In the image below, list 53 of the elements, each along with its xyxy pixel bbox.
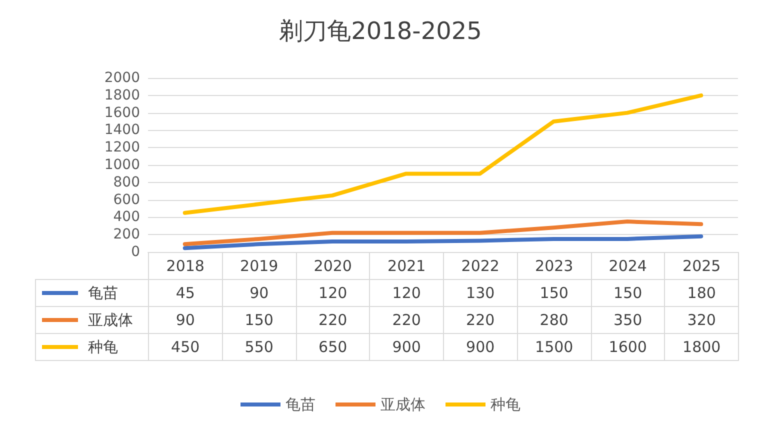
line-series bbox=[182, 93, 704, 215]
text: 亚成体 bbox=[380, 396, 426, 414]
data-label: 150 bbox=[222, 306, 296, 334]
y-tick-label: 0 bbox=[131, 244, 140, 260]
x-tick-label: 2021 bbox=[369, 252, 444, 280]
data-label: 150 bbox=[590, 279, 666, 307]
data-label: 550 bbox=[222, 333, 296, 361]
legend-label: 种龟 bbox=[88, 338, 118, 356]
data-label: 150 bbox=[516, 279, 592, 307]
legend-label: 亚成体 bbox=[88, 310, 133, 330]
x-tick-label: 2020 bbox=[296, 252, 370, 280]
y-tick-label: 600 bbox=[113, 192, 140, 208]
data-label: 1600 bbox=[590, 333, 666, 361]
data-label: 650 bbox=[296, 333, 370, 361]
data-label: 180 bbox=[664, 279, 739, 307]
y-tick-label: 1200 bbox=[104, 140, 140, 156]
y-tick-label: 200 bbox=[113, 226, 140, 243]
y-tick-label: 800 bbox=[113, 174, 140, 190]
x-tick-label: 2022 bbox=[443, 252, 518, 280]
data-label: 900 bbox=[369, 333, 444, 361]
data-label: 320 bbox=[664, 306, 739, 334]
text: 龟苗 bbox=[286, 396, 316, 414]
data-label: 1800 bbox=[664, 333, 739, 361]
data-label: 45 bbox=[148, 279, 223, 307]
legend-label: 龟苗 bbox=[88, 284, 118, 302]
chart-title: 剃刀龟2018-2025 bbox=[279, 17, 482, 45]
data-label: 1500 bbox=[516, 333, 592, 361]
data-label: 130 bbox=[443, 279, 518, 307]
line-series bbox=[182, 234, 704, 250]
data-label: 120 bbox=[296, 279, 370, 307]
line-series bbox=[182, 220, 704, 246]
x-tick-label: 2019 bbox=[222, 252, 296, 280]
data-label: 280 bbox=[516, 306, 592, 334]
y-tick-label: 1800 bbox=[104, 87, 140, 104]
y-tick-label: 1400 bbox=[104, 122, 140, 138]
data-label: 900 bbox=[443, 333, 518, 361]
text: 种龟 bbox=[490, 396, 520, 414]
x-tick-label: 2018 bbox=[148, 252, 223, 280]
x-tick-label: 2023 bbox=[516, 252, 592, 280]
data-label: 450 bbox=[148, 333, 223, 361]
x-tick-label: 2025 bbox=[664, 252, 739, 280]
data-label: 350 bbox=[590, 306, 666, 334]
y-tick-label: 1000 bbox=[104, 157, 140, 173]
data-label: 90 bbox=[148, 306, 223, 334]
y-tick-label: 2000 bbox=[104, 70, 140, 86]
data-label: 220 bbox=[443, 306, 518, 334]
y-tick-label: 1600 bbox=[104, 104, 140, 121]
data-label: 90 bbox=[222, 279, 296, 307]
y-tick-label: 400 bbox=[113, 209, 140, 226]
data-label: 220 bbox=[296, 306, 370, 334]
data-label: 120 bbox=[369, 279, 444, 307]
data-label: 220 bbox=[369, 306, 444, 334]
x-tick-label: 2024 bbox=[590, 252, 666, 280]
